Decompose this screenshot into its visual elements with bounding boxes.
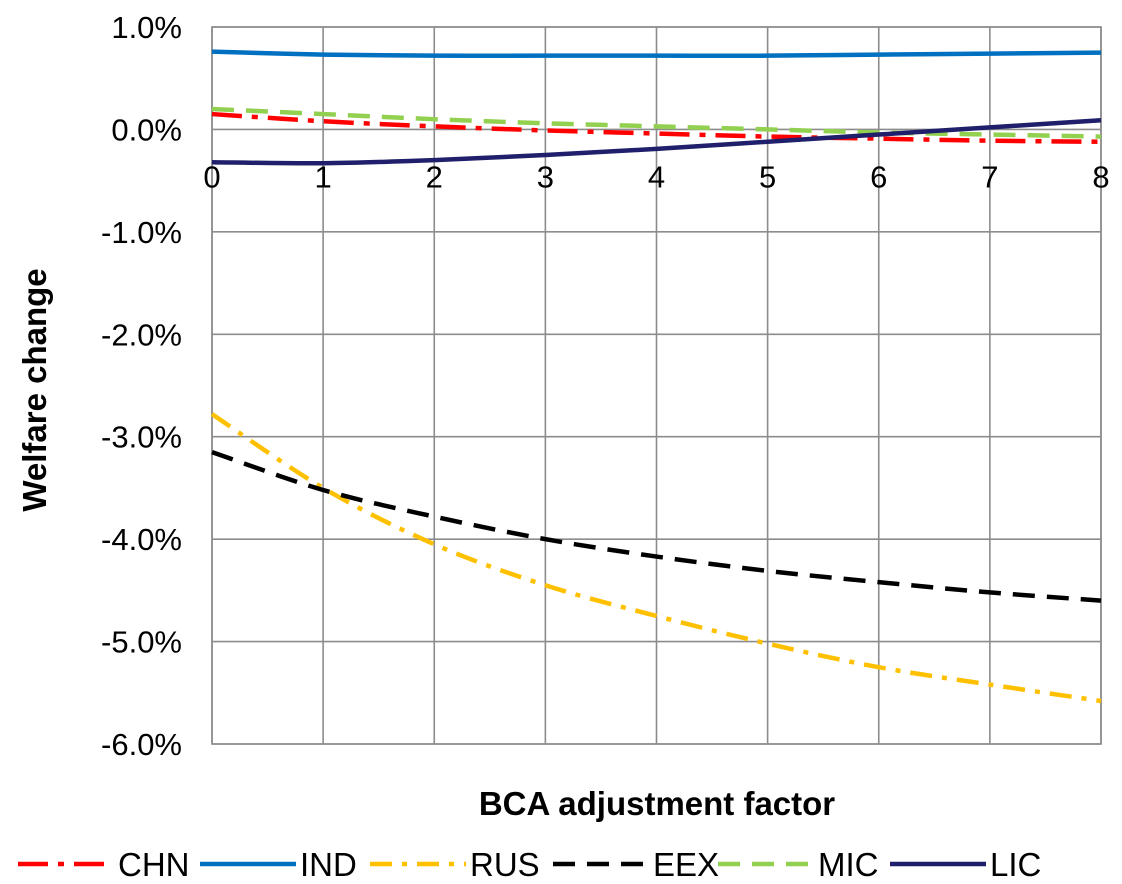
x-tick-label: 3 xyxy=(537,159,554,194)
legend-label-rus: RUS xyxy=(470,846,540,883)
legend: CHN IND RUS EEX MIC LIC xyxy=(18,846,1041,883)
y-tick-label: -4.0% xyxy=(101,522,182,557)
plot-area-border xyxy=(211,26,1102,745)
legend-label-ind: IND xyxy=(300,846,357,883)
series-line-chn xyxy=(211,111,1102,144)
legend-label-lic: LIC xyxy=(990,846,1041,883)
y-axis-title: Welfare change xyxy=(16,268,53,511)
series-line-lic xyxy=(211,117,1102,166)
legend-label-chn: CHN xyxy=(118,846,190,883)
grid-lines xyxy=(211,26,1102,745)
y-tick-label: 0.0% xyxy=(111,112,182,147)
series-line-rus xyxy=(210,412,1102,704)
y-tick-label: -6.0% xyxy=(101,727,182,762)
x-tick-label: 0 xyxy=(203,159,220,194)
series-lines xyxy=(210,49,1102,704)
x-axis-title: BCA adjustment factor xyxy=(479,785,835,822)
series-line-mic xyxy=(211,106,1102,139)
x-tick-label: 4 xyxy=(648,159,665,194)
x-tick-label: 5 xyxy=(759,159,776,194)
x-tick-label: 7 xyxy=(981,159,998,194)
y-tick-label: -5.0% xyxy=(101,625,182,660)
legend-label-mic: MIC xyxy=(818,846,879,883)
x-tick-label: 8 xyxy=(1092,159,1109,194)
series-line-eex xyxy=(211,449,1102,603)
y-tick-label: -3.0% xyxy=(101,420,182,455)
x-tick-labels: 0 1 2 3 4 5 6 7 8 xyxy=(203,159,1109,194)
y-tick-label: -2.0% xyxy=(101,317,182,352)
x-tick-label: 6 xyxy=(870,159,887,194)
y-tick-label: -1.0% xyxy=(101,215,182,250)
x-tick-label: 1 xyxy=(315,159,332,194)
series-line-ind xyxy=(211,49,1102,59)
x-tick-label: 2 xyxy=(426,159,443,194)
y-tick-label: 1.0% xyxy=(111,10,182,45)
legend-label-eex: EEX xyxy=(653,846,719,883)
y-tick-labels: 1.0% 0.0% -1.0% -2.0% -3.0% -4.0% -5.0% -6.0% xyxy=(101,10,182,762)
